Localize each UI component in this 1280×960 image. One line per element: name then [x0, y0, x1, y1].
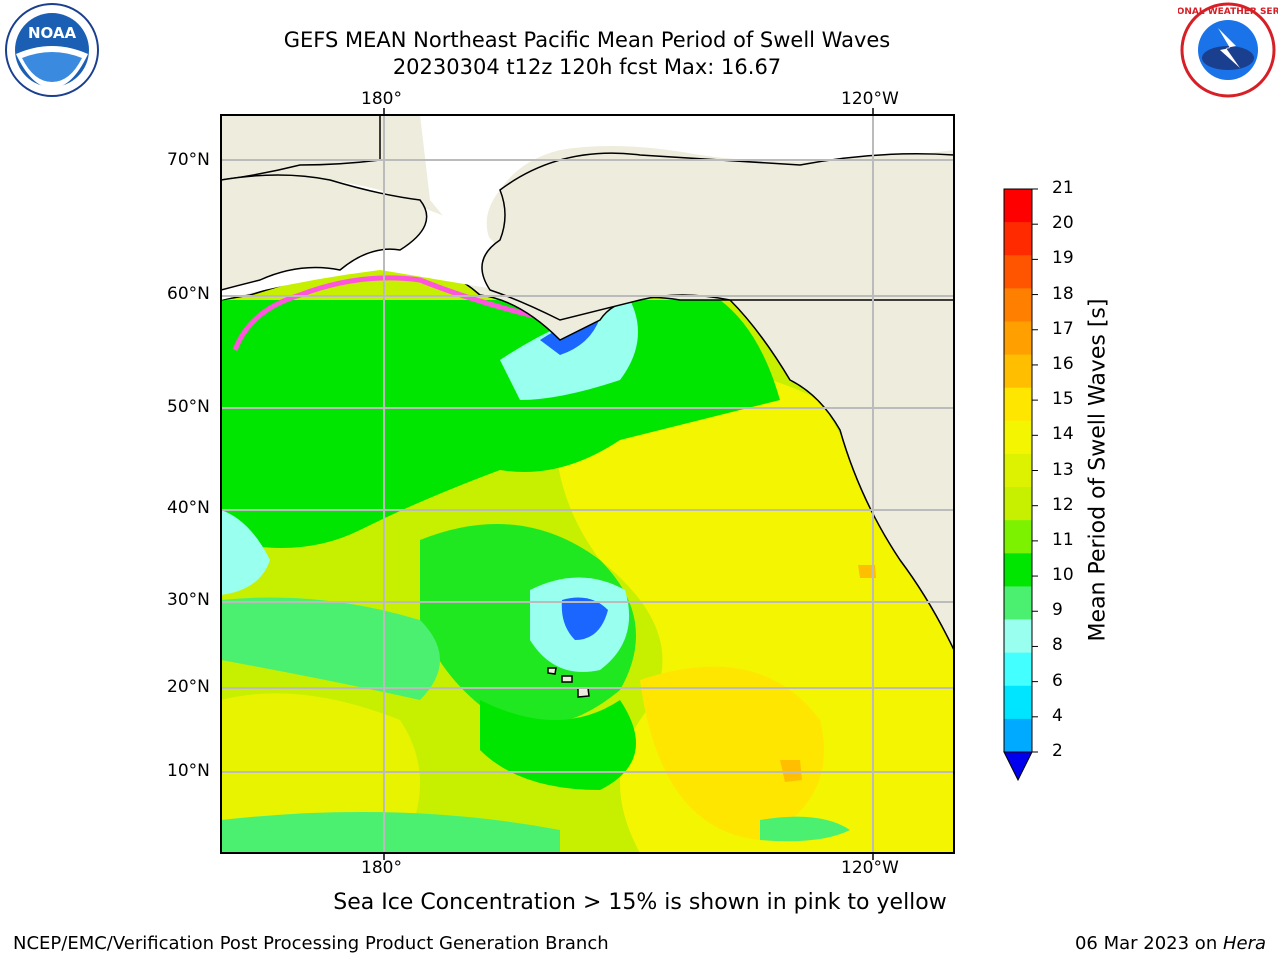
colorbar-tick-label: 13	[1052, 459, 1074, 480]
graticule	[221, 115, 954, 853]
swell-blue-center	[561, 597, 608, 640]
swell-green-central	[420, 524, 636, 726]
lat-label-20n: 20°N	[167, 677, 210, 697]
top-lon-label-180: 180°	[361, 89, 402, 109]
lat-label-70n: 70°N	[167, 150, 210, 170]
chart-subtitle: 20230304 t12z 120h fcst Max: 16.67	[392, 55, 782, 79]
colorbar-tick-label: 15	[1052, 389, 1074, 410]
colorbar-segment	[1004, 487, 1032, 521]
colorbar-segment	[1004, 685, 1032, 720]
colorbar-segment	[1004, 420, 1032, 455]
colorbar-segment	[1004, 453, 1032, 488]
colorbar-segment	[1004, 586, 1032, 621]
sea-ice-note: Sea Ice Concentration > 15% is shown in …	[333, 890, 947, 915]
swell-green-north	[221, 300, 780, 548]
swell-cyan-west	[221, 510, 270, 595]
noaa-logo-text: NOAA	[28, 24, 77, 42]
colorbar-segment	[1004, 652, 1032, 687]
lat-label-50n: 50°N	[167, 397, 210, 417]
nws-logo: NATIONAL WEATHER SERVICE	[1178, 2, 1278, 98]
colorbar-tick-label: 19	[1052, 248, 1074, 269]
land-white-arctic	[420, 115, 954, 245]
colorbar-tick-label: 6	[1052, 670, 1063, 691]
colorbar-segment	[1004, 222, 1032, 256]
swell-green-band	[480, 700, 636, 790]
colorbar-segment	[1004, 354, 1032, 389]
colorbar-segment	[1004, 718, 1032, 753]
colorbar-tick-label: 10	[1052, 565, 1074, 586]
colorbar-segment	[1004, 255, 1032, 289]
swell-green-southcoast	[221, 812, 560, 853]
colorbar-segment	[1004, 288, 1032, 322]
land-chukotka	[221, 174, 428, 291]
colorbar-tick-label: 16	[1052, 353, 1074, 374]
colorbar-segment	[1004, 520, 1032, 554]
colorbar-tick-label: 14	[1052, 424, 1074, 445]
colorbar-segment	[1004, 321, 1032, 356]
top-lon-label-120w: 120°W	[841, 89, 899, 109]
lat-label-60n: 60°N	[167, 284, 210, 304]
colorbar-tick-label: 2	[1052, 741, 1063, 761]
colorbar-tick-label: 11	[1052, 529, 1074, 550]
colorbar-tick-label: 17	[1052, 318, 1074, 339]
swell-orange-coast	[858, 565, 876, 578]
swell-green-south	[221, 597, 440, 700]
colorbar-segment	[1004, 553, 1032, 587]
colorbar-tick-label: 8	[1052, 635, 1063, 656]
colorbar-segment	[1004, 387, 1032, 422]
colorbar-tick-label: 4	[1052, 705, 1063, 726]
chart-title: GEFS MEAN Northeast Pacific Mean Period …	[283, 28, 891, 52]
noaa-logo: NOAA	[5, 3, 99, 97]
bottom-lon-label-180: 180°	[361, 858, 402, 878]
colorbar-segment	[1004, 619, 1032, 654]
footer-date: 06 Mar 2023 on Hera	[1075, 933, 1266, 954]
land-alaska-north	[481, 152, 954, 321]
colorbar-extend-triangle	[1003, 751, 1033, 782]
colorbar	[1003, 188, 1038, 782]
footer-date-text: 06 Mar 2023 on	[1074, 933, 1223, 954]
colorbar-tick-label: 20	[1052, 213, 1074, 234]
colorbar-segment	[1004, 189, 1032, 223]
colorbar-tick-label: 9	[1052, 600, 1063, 621]
swell-green-patch	[760, 816, 850, 842]
lat-label-30n: 30°N	[167, 590, 210, 610]
nws-logo-text: NATIONAL WEATHER SERVICE	[1178, 7, 1278, 17]
lat-label-10n: 10°N	[167, 761, 210, 781]
lat-label-40n: 40°N	[167, 498, 210, 518]
swell-yellow-center	[640, 666, 824, 840]
colorbar-title: Mean Period of Swell Waves [s]	[1085, 298, 1111, 642]
footer-branch: NCEP/EMC/Verification Post Processing Pr…	[13, 933, 609, 954]
bottom-lon-label-120w: 120°W	[841, 858, 899, 878]
map-frame	[220, 114, 955, 854]
footer-host: Hera	[1222, 933, 1266, 954]
colorbar-tick-label: 18	[1052, 283, 1074, 304]
colorbar-tick-label: 12	[1052, 494, 1074, 515]
colorbar-tick-label: 21	[1052, 178, 1074, 198]
